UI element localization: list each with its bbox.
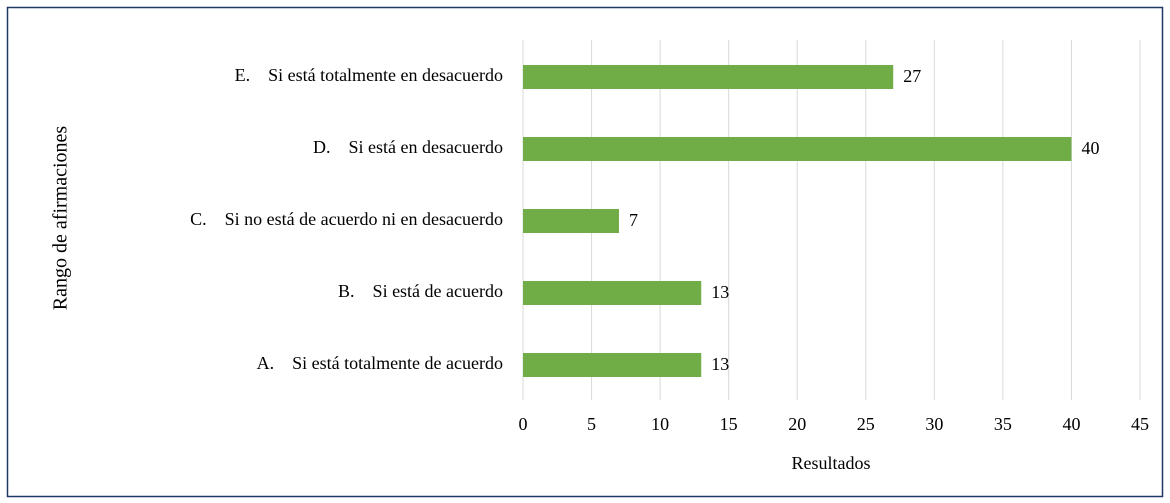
y-tick-label: C. Si no está de acuerdo ni en desacuerd… <box>190 209 503 229</box>
x-tick-label: 20 <box>788 414 806 434</box>
bar <box>523 65 894 89</box>
data-label: 40 <box>1081 138 1099 158</box>
x-tick-label: 5 <box>587 414 596 434</box>
data-label: 7 <box>629 210 638 230</box>
bar <box>523 209 619 233</box>
x-tick-label: 40 <box>1062 414 1080 434</box>
y-axis-title: Rango de afirmaciones <box>50 126 72 311</box>
x-tick-label: 35 <box>994 414 1012 434</box>
y-tick-label: D. Si está en desacuerdo <box>313 137 503 157</box>
bar <box>523 137 1072 161</box>
x-tick-label: 25 <box>857 414 875 434</box>
x-tick-label: 10 <box>651 414 669 434</box>
x-tick-label: 15 <box>720 414 738 434</box>
data-label: 13 <box>711 282 729 302</box>
bar <box>523 281 702 305</box>
x-tick-label: 30 <box>925 414 943 434</box>
data-label: 13 <box>711 354 729 374</box>
y-tick-label: A. Si está totalmente de acuerdo <box>257 353 503 373</box>
y-tick-label: B. Si está de acuerdo <box>338 281 503 301</box>
data-label: 27 <box>903 66 921 86</box>
y-tick-label: E. Si está totalmente en desacuerdo <box>235 65 503 85</box>
bar <box>523 353 702 377</box>
x-tick-label: 45 <box>1131 414 1149 434</box>
x-axis-title: Resultados <box>792 453 871 473</box>
x-tick-label: 0 <box>519 414 528 434</box>
